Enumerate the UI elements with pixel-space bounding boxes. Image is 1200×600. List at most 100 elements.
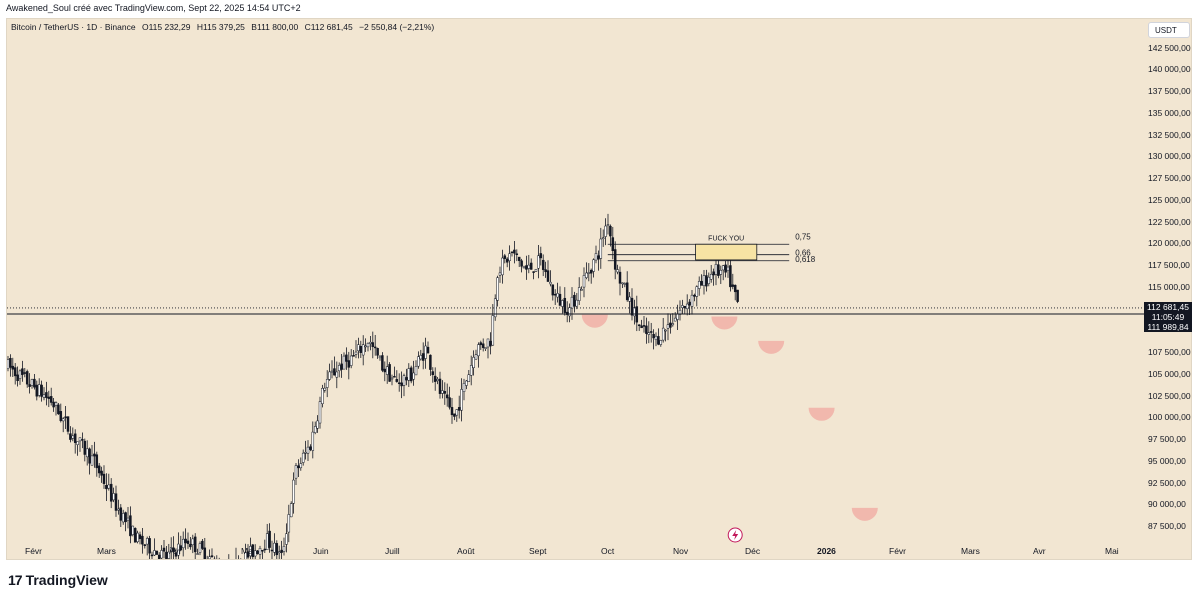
chart-attribution: Awakened_Soul créé avec TradingView.com,… xyxy=(6,3,301,13)
candle-body xyxy=(359,346,363,353)
candle-body xyxy=(625,282,629,301)
candle-body xyxy=(201,540,204,549)
candle-body xyxy=(419,354,423,360)
candle-body xyxy=(426,346,430,354)
candle-body xyxy=(714,264,718,275)
candle-body xyxy=(402,375,406,386)
candle-body xyxy=(81,439,84,441)
price-tick-label: 117 500,00 xyxy=(1148,260,1190,270)
candle-body xyxy=(621,282,624,285)
legend-high: H115 379,25 xyxy=(196,22,245,32)
legend-close: C112 681,45 xyxy=(304,22,353,32)
candle-body xyxy=(246,551,250,558)
candle-body xyxy=(700,280,703,286)
candle-body xyxy=(18,370,22,379)
candle-body xyxy=(66,416,70,432)
candle-body xyxy=(709,274,713,280)
candle-body xyxy=(664,329,667,332)
candle-body xyxy=(352,355,355,357)
candle-body xyxy=(251,544,255,558)
candle-body xyxy=(71,435,75,439)
price-tick-label: 100 000,00 xyxy=(1148,412,1191,423)
candle-body xyxy=(28,384,31,387)
tradingview-brand[interactable]: 17 TradingView xyxy=(8,572,108,588)
candle-body xyxy=(37,384,41,396)
time-tick-label: Mars xyxy=(961,546,980,556)
candle-body xyxy=(683,306,687,309)
candle-body xyxy=(594,253,598,261)
candle-body xyxy=(529,262,533,270)
candle-body xyxy=(165,551,168,559)
legend-symbol[interactable]: Bitcoin / TetherUS · 1D · Binance xyxy=(11,22,136,32)
candle-body xyxy=(724,264,727,273)
candle-body xyxy=(181,538,185,549)
time-tick-label: Nov xyxy=(673,546,689,556)
price-chart[interactable]: 0,75 0,660,618 FUCK YOU xyxy=(7,19,1192,560)
candle-body xyxy=(299,463,303,469)
candle-body xyxy=(9,358,12,368)
candle-body xyxy=(282,546,286,552)
candle-body xyxy=(707,276,711,284)
candle-body xyxy=(438,378,442,394)
time-tick-label: Juill xyxy=(385,546,400,556)
candle-body xyxy=(589,269,593,274)
candle-body xyxy=(558,293,562,306)
candle-body xyxy=(100,470,103,476)
price-tick-label: 92 500,00 xyxy=(1148,477,1186,488)
candle-body xyxy=(213,558,216,559)
candle-body xyxy=(306,446,310,454)
candle-body xyxy=(681,305,684,308)
candle-body xyxy=(249,546,252,557)
candle-body xyxy=(673,317,677,322)
candle-body xyxy=(167,551,171,559)
candle-body xyxy=(277,551,281,554)
price-tick-label: 105 000,00 xyxy=(1148,368,1191,379)
candle-body xyxy=(733,284,737,293)
candle-body xyxy=(705,275,708,287)
candle-body xyxy=(177,543,180,556)
candle-body xyxy=(592,259,595,272)
candle-body xyxy=(395,379,399,382)
candle-body xyxy=(517,256,521,261)
candle-body xyxy=(637,324,641,327)
candle-body xyxy=(577,287,581,301)
candle-body xyxy=(520,260,523,267)
candle-body xyxy=(119,507,123,521)
candle-body xyxy=(601,237,605,240)
candle-body xyxy=(390,377,394,380)
candle-body xyxy=(534,268,538,272)
candle-body xyxy=(570,296,574,309)
candle-body xyxy=(309,446,312,450)
candle-body xyxy=(640,325,643,329)
time-tick-label: Avr xyxy=(169,546,182,556)
time-tick-label: Août xyxy=(457,546,475,556)
candle-body xyxy=(460,389,463,411)
candle-body xyxy=(157,554,161,559)
candle-body xyxy=(11,365,15,370)
candle-body xyxy=(304,451,307,454)
time-tick-label: Juin xyxy=(313,546,329,556)
candle-body xyxy=(109,483,113,502)
chart-area[interactable]: 0,75 0,66 0,618 FUCK YOU xyxy=(6,18,1192,560)
candle-body xyxy=(642,325,646,327)
candle-body xyxy=(522,266,526,269)
tradingview-wordmark: TradingView xyxy=(25,572,108,588)
candle-body xyxy=(385,366,389,375)
candle-body xyxy=(474,354,478,360)
candle-body xyxy=(472,357,475,368)
candle-body xyxy=(597,255,600,260)
candle-body xyxy=(695,286,699,297)
candle-body xyxy=(349,355,353,366)
time-tick-label: Mars xyxy=(97,546,116,556)
currency-button[interactable]: USDT xyxy=(1148,22,1190,38)
candle-body xyxy=(275,543,279,556)
candle-body xyxy=(33,378,36,388)
candle-body xyxy=(457,407,461,411)
candle-body xyxy=(513,249,516,254)
candle-body xyxy=(666,324,670,329)
candle-body xyxy=(129,515,132,537)
candle-body xyxy=(333,368,336,376)
candle-body xyxy=(431,371,435,376)
price-tick-label: 122 500,00 xyxy=(1148,216,1191,227)
candle-body xyxy=(409,367,413,382)
